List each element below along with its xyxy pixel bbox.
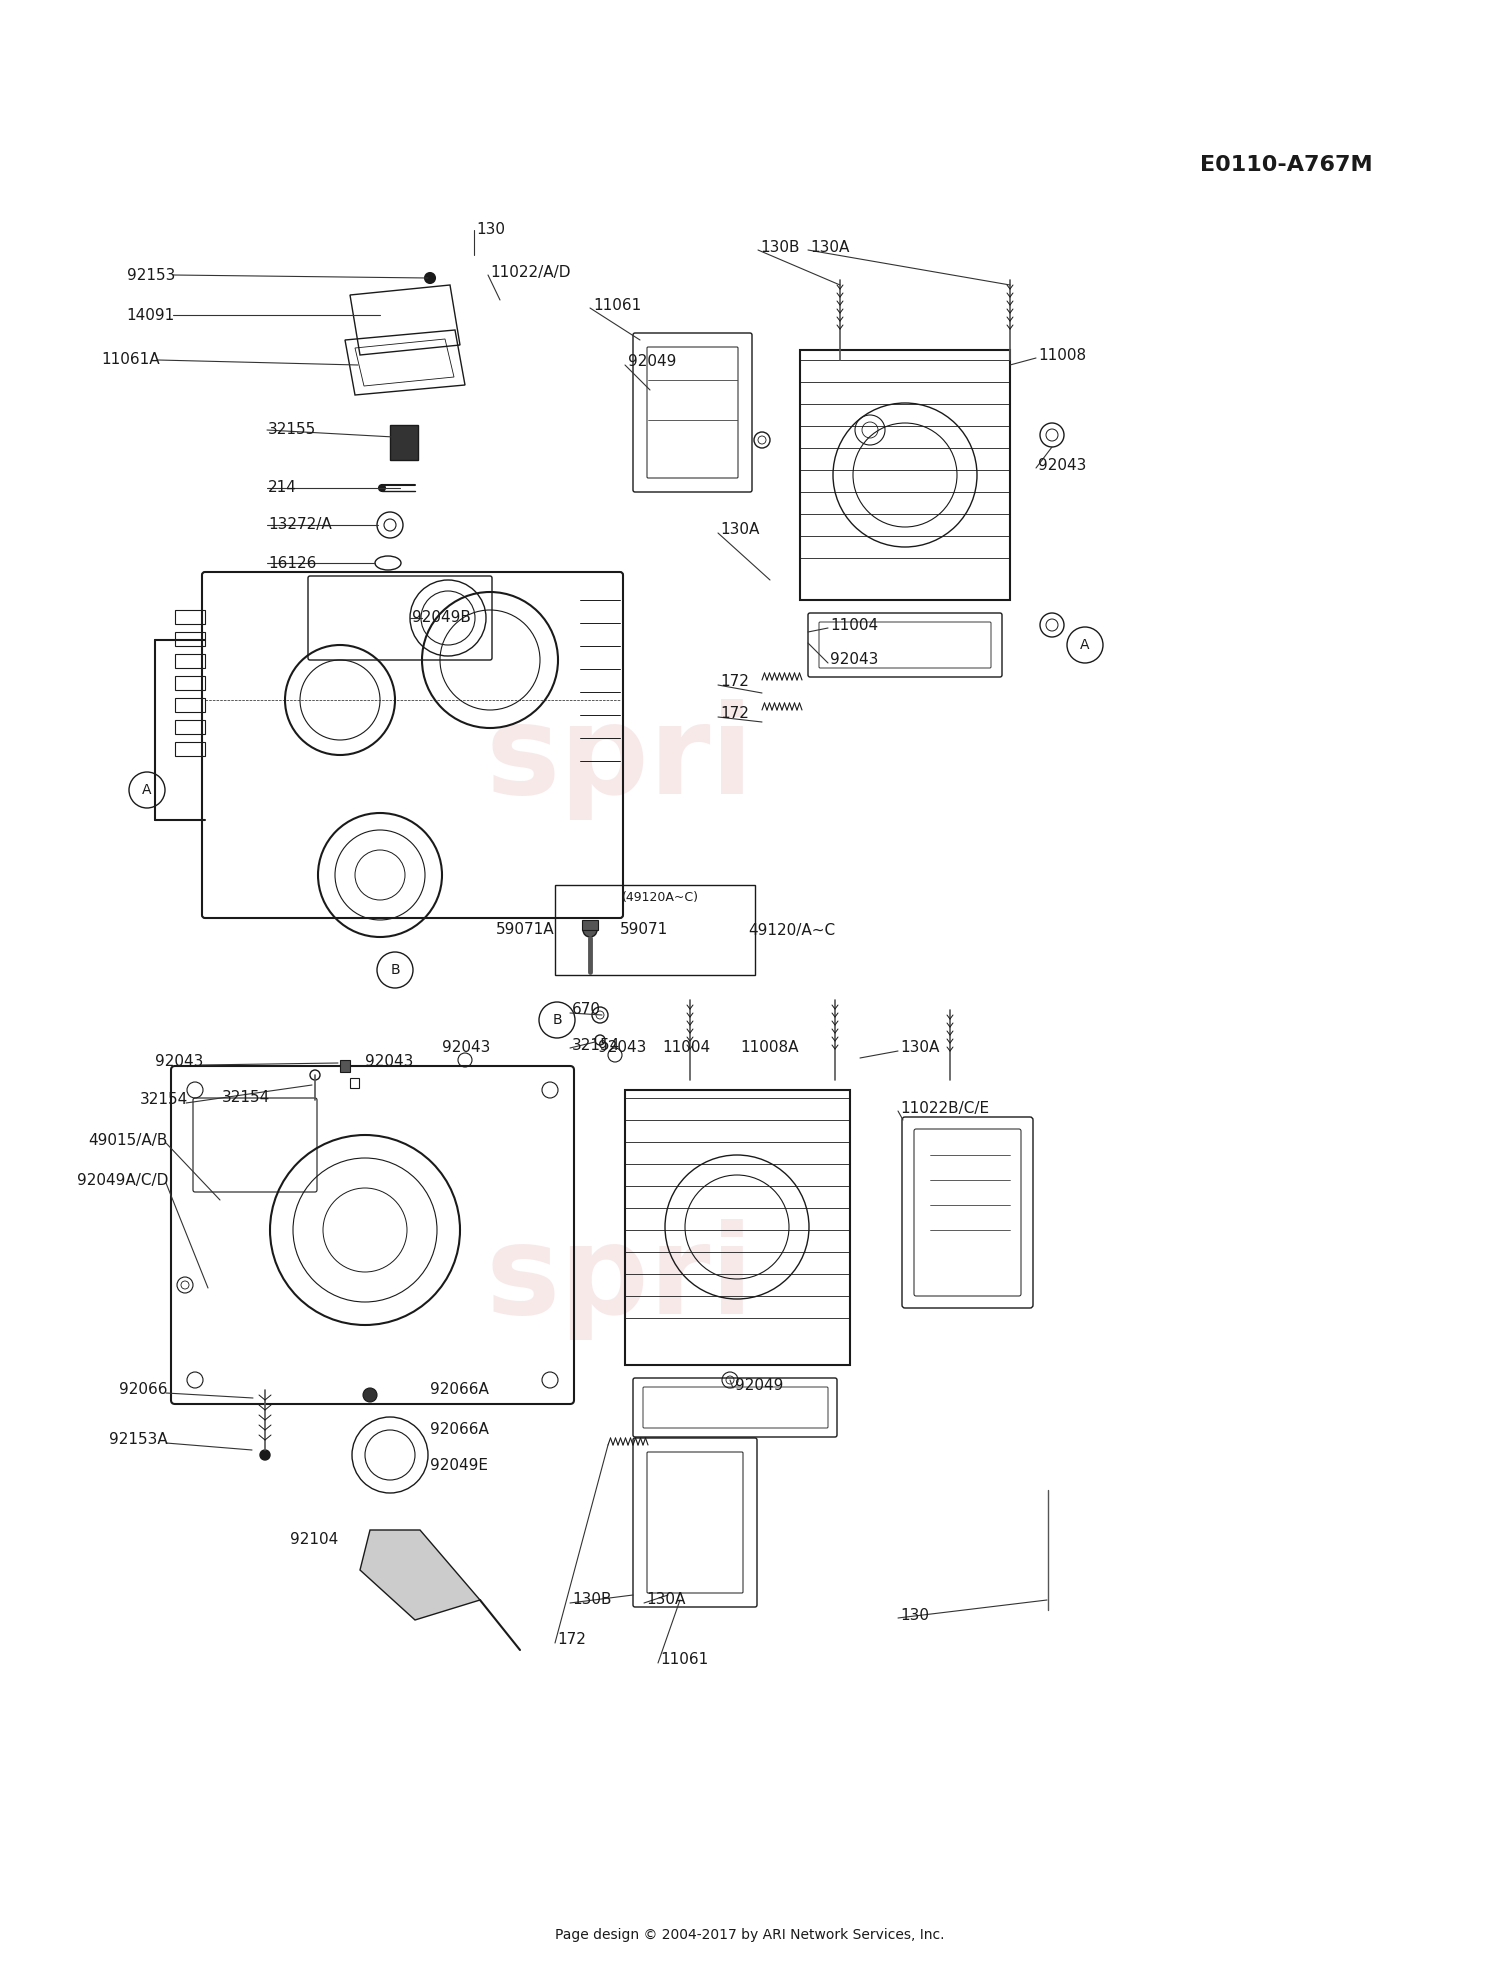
Bar (390, 426, 418, 459)
Text: 11061A: 11061A (102, 353, 160, 367)
Text: 32155: 32155 (268, 422, 316, 438)
Text: 92066: 92066 (120, 1383, 168, 1397)
Text: 11061: 11061 (660, 1652, 708, 1668)
Text: E0110-A767M: E0110-A767M (1200, 155, 1372, 175)
Text: 11061: 11061 (592, 298, 642, 312)
Text: 13272/A: 13272/A (268, 518, 332, 532)
Text: 172: 172 (556, 1632, 586, 1648)
Text: 92049: 92049 (735, 1377, 783, 1393)
Bar (340, 1059, 350, 1071)
Text: spri: spri (486, 700, 754, 820)
Text: 59071: 59071 (620, 922, 669, 938)
Text: 172: 172 (720, 706, 748, 722)
Text: (49120A~C): (49120A~C) (622, 891, 699, 904)
Text: 59071A: 59071A (496, 922, 555, 938)
Bar (176, 653, 206, 667)
Text: 11022B/C/E: 11022B/C/E (900, 1101, 989, 1116)
Text: 92104: 92104 (290, 1532, 339, 1548)
Bar (176, 720, 206, 734)
Text: 130A: 130A (810, 241, 849, 255)
Text: 92066A: 92066A (430, 1422, 489, 1438)
Bar (176, 698, 206, 712)
Text: 92043: 92043 (441, 1040, 491, 1056)
Text: A: A (1080, 638, 1089, 651)
Polygon shape (360, 1530, 480, 1621)
Text: 92043: 92043 (830, 653, 879, 667)
Text: 32154: 32154 (572, 1038, 621, 1052)
Text: 92153A: 92153A (110, 1432, 168, 1448)
Text: 92043: 92043 (598, 1040, 646, 1056)
Text: 92049A/C/D: 92049A/C/D (76, 1173, 168, 1187)
Bar (176, 610, 206, 624)
Circle shape (584, 922, 597, 938)
Text: 92066A: 92066A (430, 1383, 489, 1397)
Text: 14091: 14091 (126, 308, 176, 322)
Text: 92043: 92043 (154, 1054, 203, 1069)
Text: 32154: 32154 (140, 1093, 188, 1107)
Text: 11008A: 11008A (740, 1040, 798, 1056)
Text: 11008: 11008 (1038, 347, 1086, 363)
Text: 130A: 130A (720, 522, 759, 538)
Circle shape (424, 273, 435, 283)
Text: 92049: 92049 (628, 355, 676, 369)
Text: 11022/A/D: 11022/A/D (490, 265, 570, 281)
Text: 92043: 92043 (1038, 457, 1086, 473)
Bar (350, 1077, 358, 1089)
Text: 130: 130 (900, 1607, 928, 1623)
Text: 32154: 32154 (222, 1091, 270, 1105)
Text: 670: 670 (572, 1003, 602, 1018)
Text: 214: 214 (268, 481, 297, 496)
Text: 130B: 130B (760, 241, 800, 255)
Circle shape (380, 485, 386, 490)
Text: 11004: 11004 (830, 618, 878, 632)
Bar (176, 677, 206, 691)
Text: Page design © 2004-2017 by ARI Network Services, Inc.: Page design © 2004-2017 by ARI Network S… (555, 1929, 945, 1942)
Text: 130A: 130A (900, 1040, 939, 1056)
Bar (555, 885, 754, 975)
Text: 172: 172 (720, 675, 748, 689)
Text: 11004: 11004 (662, 1040, 710, 1056)
Text: 92153: 92153 (126, 267, 176, 283)
Text: 92049B: 92049B (413, 610, 471, 626)
Text: B: B (390, 963, 400, 977)
Circle shape (260, 1450, 270, 1460)
Bar (176, 742, 206, 755)
Text: 92043: 92043 (364, 1054, 414, 1069)
Text: spri: spri (486, 1220, 754, 1340)
Text: B: B (552, 1012, 562, 1026)
Text: A: A (142, 783, 152, 797)
Bar (582, 920, 598, 930)
Text: 16126: 16126 (268, 555, 316, 571)
Text: 49015/A/B: 49015/A/B (88, 1132, 168, 1148)
Bar (626, 1091, 850, 1366)
Text: 130A: 130A (646, 1593, 686, 1607)
Text: 130B: 130B (572, 1593, 612, 1607)
Text: 49120/A~C: 49120/A~C (748, 922, 836, 938)
Circle shape (363, 1387, 376, 1403)
Bar (176, 632, 206, 645)
Bar (800, 349, 1010, 600)
Text: 130: 130 (476, 222, 506, 237)
Text: 92049E: 92049E (430, 1458, 488, 1473)
